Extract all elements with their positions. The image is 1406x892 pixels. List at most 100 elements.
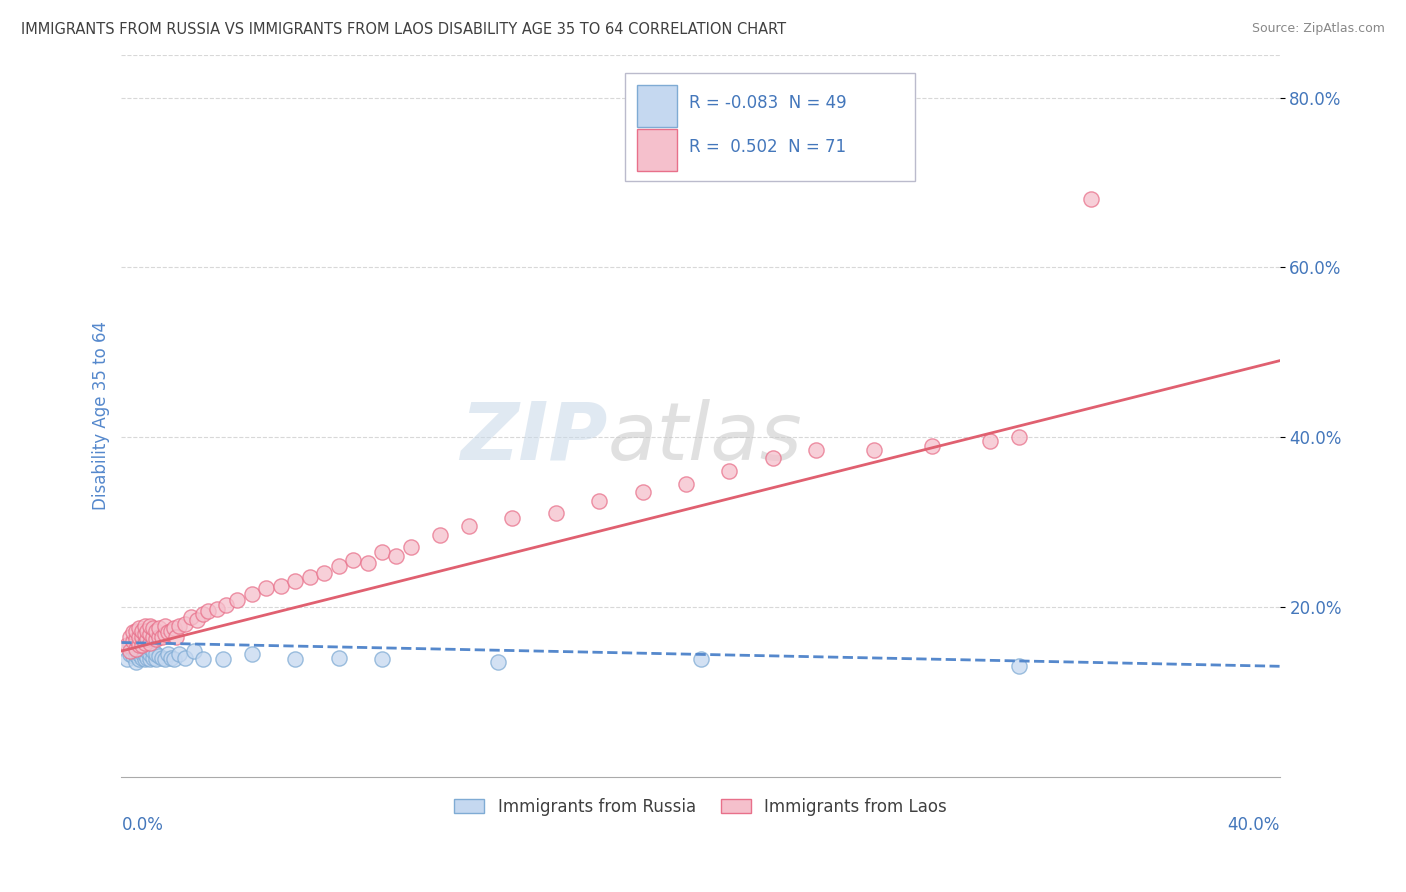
Point (131, 640, 153, 654)
Point (134, 647, 156, 661)
Point (125, 642, 148, 657)
Text: IMMIGRANTS FROM RUSSIA VS IMMIGRANTS FROM LAOS DISABILITY AGE 35 TO 64 CORRELATI: IMMIGRANTS FROM RUSSIA VS IMMIGRANTS FRO… (21, 22, 786, 37)
Point (162, 621, 184, 635)
Point (356, 556, 378, 570)
Point (169, 618, 191, 632)
Point (689, 652, 711, 666)
Point (254, 581, 277, 595)
Point (169, 647, 191, 661)
Point (371, 544, 394, 558)
Point (183, 644, 205, 658)
Point (125, 648, 148, 663)
Point (122, 625, 145, 640)
Point (115, 638, 138, 652)
Point (125, 655, 148, 669)
Point (128, 621, 150, 635)
Text: atlas: atlas (607, 399, 803, 476)
Point (328, 650, 350, 665)
Point (131, 624, 153, 638)
Point (139, 648, 162, 662)
Point (284, 652, 307, 666)
Point (122, 642, 145, 657)
Point (191, 607, 214, 621)
Point (128, 642, 150, 657)
Point (136, 644, 159, 658)
Point (240, 587, 263, 601)
Point (142, 621, 165, 635)
Point (128, 635, 150, 649)
Point (342, 553, 364, 567)
Text: 40.0%: 40.0% (1227, 816, 1279, 834)
Point (125, 624, 148, 638)
Point (150, 650, 173, 665)
Point (215, 598, 238, 612)
Point (125, 632, 148, 646)
Point (125, 636, 148, 650)
Point (120, 644, 142, 658)
Point (328, 559, 350, 574)
Point (134, 652, 156, 666)
Y-axis label: Disability Age 35 to 64: Disability Age 35 to 64 (93, 321, 110, 510)
Point (186, 613, 208, 627)
Point (134, 635, 156, 649)
Point (1080, 193, 1102, 207)
Point (120, 647, 142, 661)
Point (142, 644, 165, 658)
Point (399, 541, 422, 555)
Point (148, 649, 170, 664)
Point (139, 640, 162, 655)
Point (145, 632, 167, 646)
Point (226, 593, 249, 607)
Point (588, 493, 610, 508)
Point (136, 650, 159, 665)
Text: 0.0%: 0.0% (121, 816, 163, 834)
FancyBboxPatch shape (637, 86, 678, 128)
Point (1008, 430, 1031, 444)
Point (314, 566, 336, 580)
Point (134, 627, 156, 641)
Point (174, 650, 197, 665)
Point (180, 610, 202, 624)
Point (128, 648, 150, 662)
Point (385, 549, 408, 563)
Point (806, 442, 828, 457)
Point (131, 638, 153, 652)
Point (486, 655, 509, 669)
Point (128, 638, 150, 652)
Point (156, 647, 179, 661)
Point (122, 649, 145, 664)
Point (131, 630, 153, 644)
Point (156, 625, 179, 640)
Point (139, 635, 162, 649)
Point (122, 633, 145, 648)
Text: R = -0.083  N = 49: R = -0.083 N = 49 (689, 95, 846, 112)
Point (153, 618, 176, 632)
Text: Source: ZipAtlas.com: Source: ZipAtlas.com (1251, 22, 1385, 36)
Point (131, 633, 153, 648)
Point (120, 630, 142, 644)
Point (1008, 659, 1031, 673)
Point (153, 652, 176, 666)
Text: ZIP: ZIP (461, 399, 607, 476)
Point (128, 630, 150, 644)
Point (501, 510, 523, 524)
Legend: Immigrants from Russia, Immigrants from Laos: Immigrants from Russia, Immigrants from … (447, 791, 953, 822)
Point (270, 579, 292, 593)
Point (197, 604, 219, 618)
Point (675, 476, 697, 491)
Point (159, 650, 181, 665)
FancyBboxPatch shape (626, 73, 915, 181)
Point (136, 632, 159, 646)
Point (145, 647, 167, 661)
Point (631, 485, 654, 500)
Point (284, 574, 307, 589)
Point (122, 633, 145, 648)
Point (174, 616, 197, 631)
FancyBboxPatch shape (637, 128, 678, 170)
Point (125, 642, 148, 657)
Point (153, 627, 176, 641)
Point (142, 630, 165, 644)
Point (148, 630, 170, 644)
Point (371, 652, 394, 666)
Point (136, 638, 159, 652)
